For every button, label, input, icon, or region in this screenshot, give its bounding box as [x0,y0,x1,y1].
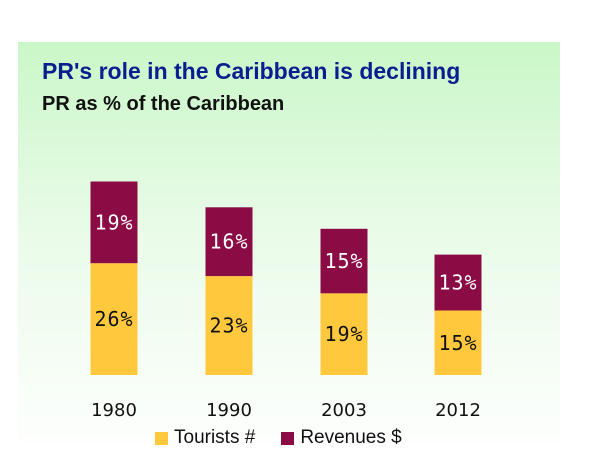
legend-label-revenues: Revenues $ [300,427,402,448]
bar-revenues-1980 [90,181,138,264]
legend-swatch-revenues [281,431,295,445]
x-axis-ticks: 1980 1990 2003 2012 [91,400,481,421]
legend-item-tourists: Tourists # [155,427,255,449]
legend-swatch-tourists [155,431,168,445]
data-label-tourists-1990: 23% [209,314,248,338]
legend-item-revenues: Revenues $ [281,427,402,449]
data-label-revenues-1990: 16% [209,230,248,254]
bar-tourists-1980 [90,263,138,375]
data-label-tourists-2003: 19% [324,322,363,346]
data-label-revenues-2003: 15% [324,249,363,273]
bar-revenues-1990 [205,207,253,277]
x-tick-label-1980: 1980 [91,400,137,421]
data-label-tourists-2012: 15% [438,331,477,355]
chart-title: PR's role in the Caribbean is declining [42,58,461,84]
legend: Tourists # Revenues $ [155,427,428,449]
data-label-tourists-1980: 26% [94,307,133,331]
x-tick-label-1990: 1990 [206,400,252,421]
x-tick-label-2012: 2012 [435,400,481,421]
chart-subtitle: PR as % of the Caribbean [42,93,285,115]
bar-tourists-1990 [205,276,253,375]
bars-group: 26% 19% 23% 16% 19% 15% 15% 13% [90,181,482,375]
data-label-revenues-2012: 13% [438,271,477,295]
x-tick-label-2003: 2003 [321,400,367,421]
bar-revenues-2012 [434,254,482,311]
bar-revenues-2003 [320,228,368,294]
data-label-revenues-1980: 19% [94,210,133,234]
bar-tourists-2012 [434,310,482,375]
bar-tourists-2003 [320,293,368,375]
legend-label-tourists: Tourists # [174,427,256,448]
